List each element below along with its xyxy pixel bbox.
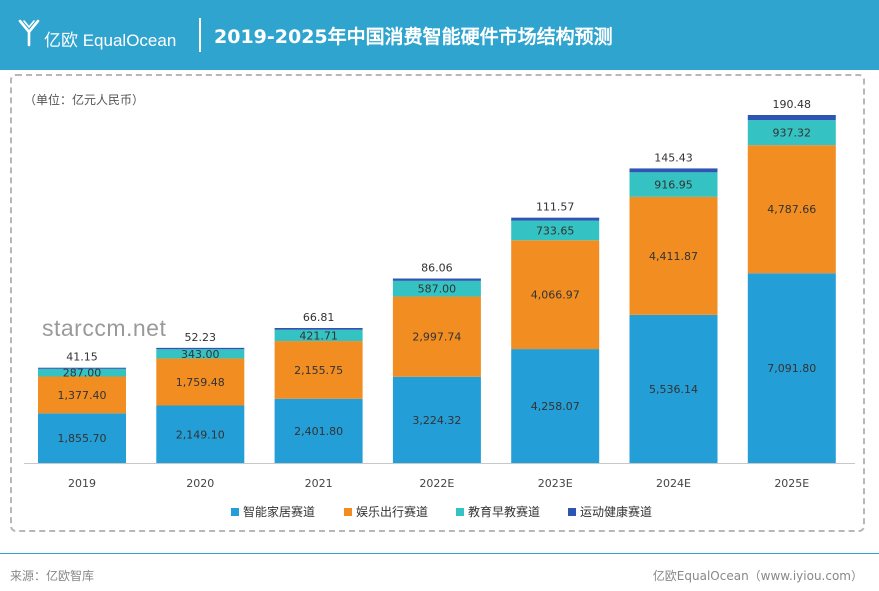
bar-2024e-series-4 <box>629 168 718 173</box>
data-label-2022e-series-4: 86.06 <box>421 262 453 275</box>
footer-divider <box>0 553 879 554</box>
data-label-2021-series-4: 66.81 <box>303 311 335 324</box>
legend-label-4: 运动健康赛道 <box>580 504 652 519</box>
data-label-2020-series-1: 2,149.10 <box>176 428 225 441</box>
legend-label-3: 教育早教赛道 <box>468 504 540 519</box>
x-tick-label-2021: 2021 <box>305 477 333 490</box>
data-label-2025e-series-2: 4,787.66 <box>767 203 816 216</box>
bar-2025e-series-3 <box>747 120 836 146</box>
x-tick-label-2022e: 2022E <box>419 477 454 490</box>
data-label-2020-series-2: 1,759.48 <box>176 376 225 389</box>
bar-2022e-series-1 <box>392 376 481 463</box>
source-note: 来源：亿欧智库 <box>10 569 95 583</box>
bar-2023e-series-1 <box>511 349 600 463</box>
credit-note: 亿欧EqualOcean（www.iyiou.com） <box>652 569 863 583</box>
data-label-2019-series-2: 1,377.40 <box>58 389 107 402</box>
bar-2023e-series-4 <box>511 217 600 221</box>
bar-2024e-series-2 <box>629 196 718 315</box>
data-label-2024e-series-1: 5,536.14 <box>649 383 698 396</box>
legend-label-1: 智能家居赛道 <box>243 504 315 519</box>
data-label-2020-series-3: 343.00 <box>181 348 220 361</box>
data-label-2021-series-2: 2,155.75 <box>294 364 343 377</box>
chart-frame <box>10 74 865 532</box>
equalocean-logo: 亿欧 EqualOcean <box>18 18 178 52</box>
logo-text: 亿欧 EqualOcean <box>44 31 177 50</box>
watermark: starccm.net <box>42 315 167 341</box>
data-label-2020-series-4: 52.23 <box>185 331 217 344</box>
bar-2020-series-1 <box>156 405 245 463</box>
data-label-2021-series-1: 2,401.80 <box>294 425 343 438</box>
data-label-2024e-series-3: 916.95 <box>654 179 693 192</box>
x-tick-label-2025e: 2025E <box>774 477 809 490</box>
data-label-2019-series-4: 41.15 <box>66 351 98 364</box>
bar-2020-series-4 <box>156 347 245 350</box>
header-bar: 亿欧 EqualOcean 2019-2025年中国消费智能硬件市场结构预测 <box>0 0 879 70</box>
bar-2019-series-1 <box>38 413 126 463</box>
bar-2021-series-4 <box>274 327 363 330</box>
header-divider <box>199 18 201 52</box>
data-label-2023e-series-4: 111.57 <box>536 201 575 214</box>
data-label-2023e-series-1: 4,258.07 <box>531 400 580 413</box>
data-label-2025e-series-4: 190.48 <box>773 98 812 111</box>
bar-2021-series-3 <box>274 329 363 342</box>
logo-mark-icon <box>18 19 40 47</box>
bar-2022e-series-4 <box>392 278 481 281</box>
bar-2024e-series-1 <box>629 314 718 463</box>
x-tick-label-2020: 2020 <box>186 477 214 490</box>
bar-2025e-series-4 <box>747 115 836 121</box>
bar-2019-series-3 <box>38 368 126 377</box>
x-tick-label-2024e: 2024E <box>656 477 691 490</box>
bar-2019-series-4 <box>38 367 126 369</box>
data-label-2025e-series-1: 7,091.80 <box>767 362 816 375</box>
unit-label: （单位：亿元人民币） <box>24 93 145 107</box>
data-label-2022e-series-1: 3,224.32 <box>412 414 461 427</box>
bar-2024e-series-3 <box>629 172 718 197</box>
x-tick-label-2023e: 2023E <box>538 477 573 490</box>
data-label-2023e-series-3: 733.65 <box>536 224 575 237</box>
data-label-2022e-series-2: 2,997.74 <box>412 331 461 344</box>
bar-2022e-series-2 <box>392 296 481 377</box>
bar-2020-series-3 <box>156 349 245 359</box>
data-label-2023e-series-2: 4,066.97 <box>531 289 580 302</box>
bar-2021-series-2 <box>274 341 363 399</box>
legend-swatch-3 <box>456 508 464 516</box>
bar-2022e-series-3 <box>392 280 481 297</box>
x-tick-label-2019: 2019 <box>68 477 96 490</box>
page-title: 2019-2025年中国消费智能硬件市场结构预测 <box>214 26 613 48</box>
legend-swatch-2 <box>344 508 352 516</box>
data-label-2022e-series-3: 587.00 <box>418 283 457 296</box>
bar-2020-series-2 <box>156 358 245 406</box>
bar-2025e-series-2 <box>747 145 836 274</box>
data-label-2024e-series-2: 4,411.87 <box>649 250 698 263</box>
bar-2023e-series-2 <box>511 240 600 350</box>
data-label-2019-series-3: 287.00 <box>63 367 102 380</box>
legend-label-2: 娱乐出行赛道 <box>356 504 428 519</box>
data-label-2025e-series-3: 937.32 <box>773 127 812 140</box>
bar-2025e-series-1 <box>747 273 836 463</box>
legend-swatch-4 <box>568 508 576 516</box>
data-label-2021-series-3: 421.71 <box>299 329 338 342</box>
legend-swatch-1 <box>231 508 239 516</box>
data-label-2024e-series-4: 145.43 <box>654 151 693 164</box>
bar-2019-series-2 <box>38 376 126 414</box>
bar-2023e-series-3 <box>511 220 600 241</box>
data-label-2019-series-1: 1,855.70 <box>58 432 107 445</box>
bar-2021-series-1 <box>274 398 363 463</box>
